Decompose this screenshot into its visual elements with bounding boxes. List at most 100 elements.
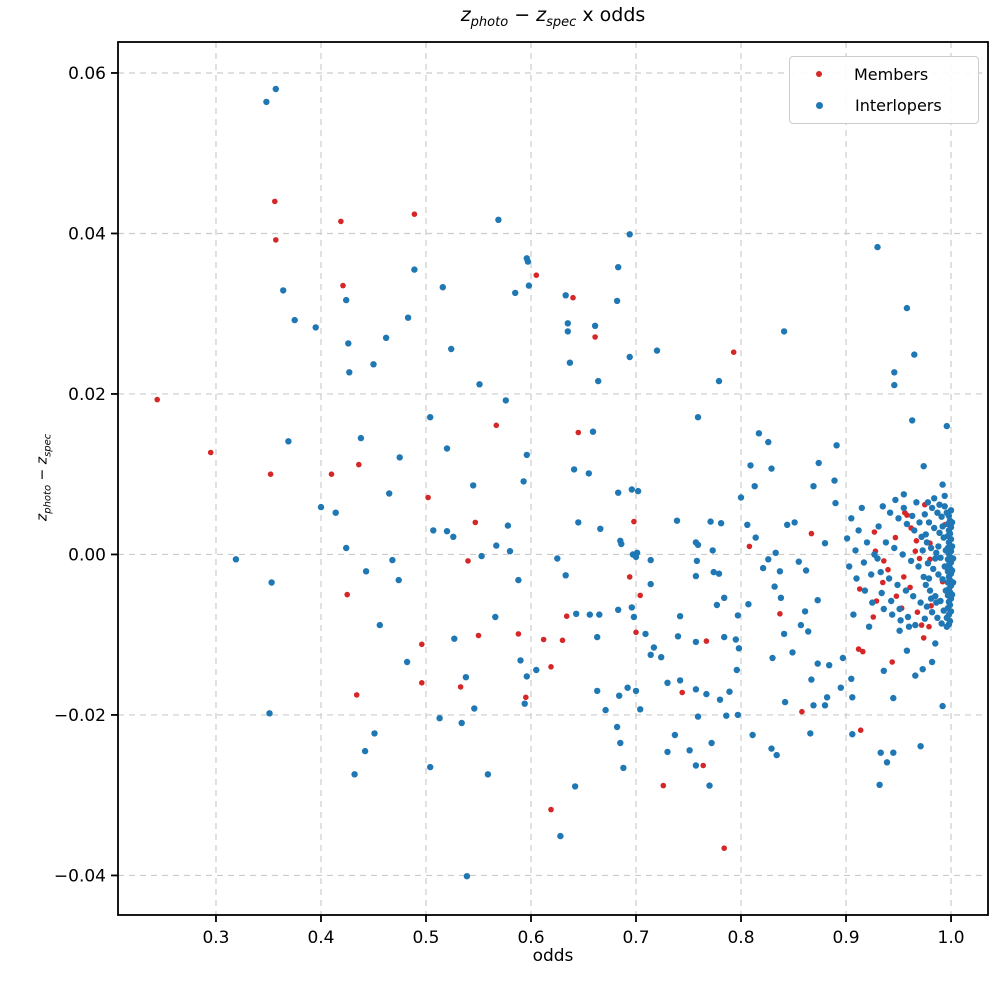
data-point-interlopers — [909, 512, 916, 520]
data-point-interlopers — [478, 552, 485, 560]
data-point-interlopers — [721, 594, 728, 601]
data-point-interlopers — [931, 495, 938, 502]
data-point-interlopers — [937, 554, 944, 561]
data-point-interlopers — [564, 328, 571, 335]
data-point-interlopers — [717, 520, 725, 527]
data-point-members — [340, 282, 346, 289]
x-axis-label: odds — [532, 946, 574, 966]
data-point-interlopers — [586, 611, 593, 618]
data-point-interlopers — [920, 463, 927, 470]
data-point-interlopers — [628, 486, 635, 493]
data-point-interlopers — [484, 771, 492, 778]
data-point-members — [563, 613, 570, 619]
data-point-interlopers — [361, 747, 369, 755]
data-point-interlopers — [443, 528, 451, 535]
data-point-interlopers — [721, 633, 728, 641]
data-point-interlopers — [476, 381, 483, 388]
data-point-interlopers — [594, 687, 601, 695]
data-point-interlopers — [630, 613, 638, 621]
data-point-interlopers — [941, 563, 948, 570]
data-point-interlopers — [839, 654, 847, 662]
data-point-interlopers — [642, 630, 649, 638]
data-point-interlopers — [765, 556, 772, 563]
data-point-interlopers — [768, 465, 775, 472]
data-point-interlopers — [708, 739, 715, 747]
data-point-interlopers — [571, 783, 579, 790]
data-point-interlopers — [832, 499, 839, 507]
data-point-interlopers — [616, 692, 623, 699]
data-point-interlopers — [797, 621, 805, 629]
data-point-interlopers — [880, 667, 887, 674]
title-suffix: x odds — [576, 4, 646, 26]
data-point-interlopers — [801, 608, 809, 615]
data-point-interlopers — [755, 430, 763, 437]
data-point-members — [419, 680, 425, 686]
data-point-members — [871, 529, 878, 535]
data-point-interlopers — [915, 563, 922, 570]
data-point-interlopers — [947, 507, 955, 514]
x-tick-label: 1.0 — [938, 928, 965, 948]
data-point-members — [918, 622, 925, 628]
data-point-interlopers — [427, 414, 434, 421]
data-point-members — [857, 727, 864, 733]
data-point-members — [493, 422, 500, 429]
data-point-interlopers — [913, 499, 920, 506]
data-point-interlopers — [882, 539, 890, 546]
data-point-interlopers — [771, 583, 778, 590]
x-tick-label: 0.9 — [833, 928, 860, 948]
data-point-interlopers — [615, 264, 622, 271]
data-point-members — [411, 211, 418, 217]
data-point-interlopers — [285, 438, 292, 445]
data-point-interlopers — [658, 654, 665, 661]
data-point-members — [799, 708, 805, 715]
data-point-interlopers — [732, 636, 739, 643]
title-sub-photo: photo — [470, 14, 509, 30]
data-point-interlopers — [931, 524, 938, 532]
data-point-interlopers — [232, 556, 240, 563]
data-point-interlopers — [899, 551, 906, 558]
data-point-interlopers — [734, 711, 742, 719]
data-point-interlopers — [895, 515, 902, 522]
data-point-members — [907, 584, 913, 591]
data-point-interlopers — [591, 322, 599, 329]
data-point-interlopers — [846, 563, 853, 570]
data-point-interlopers — [715, 570, 723, 577]
data-point-interlopers — [596, 611, 603, 618]
data-point-members — [533, 272, 540, 279]
data-point-interlopers — [941, 503, 948, 510]
data-point-interlopers — [916, 519, 923, 526]
data-point-interlopers — [894, 581, 901, 589]
data-point-interlopers — [837, 684, 844, 691]
data-point-members — [272, 198, 278, 205]
data-point-interlopers — [716, 696, 724, 703]
data-point-interlopers — [471, 705, 478, 712]
legend-label-interlopers: Interlopers — [855, 96, 942, 116]
data-point-interlopers — [562, 572, 569, 579]
data-point-interlopers — [735, 645, 743, 652]
data-point-interlopers — [927, 595, 935, 602]
data-point-members — [893, 593, 900, 599]
title-sub-spec: spec — [546, 14, 577, 30]
data-point-members — [338, 218, 344, 225]
data-point-interlopers — [759, 564, 767, 572]
data-point-interlopers — [554, 555, 561, 562]
data-point-members — [328, 471, 335, 478]
data-point-interlopers — [924, 560, 932, 567]
data-point-interlopers — [404, 314, 412, 321]
data-point-interlopers — [618, 540, 625, 548]
data-point-interlopers — [512, 289, 519, 297]
data-point-interlopers — [524, 258, 532, 265]
data-point-interlopers — [940, 607, 947, 614]
data-point-interlopers — [343, 544, 350, 552]
data-point-interlopers — [585, 470, 592, 477]
y-tick-label: 0.06 — [68, 64, 106, 84]
title-var-zphoto: z — [460, 4, 471, 26]
data-point-interlopers — [570, 466, 578, 473]
y-tick-label: 0.02 — [68, 385, 106, 405]
data-point-interlopers — [912, 621, 919, 629]
data-point-interlopers — [647, 651, 654, 658]
data-point-members — [679, 689, 685, 696]
data-point-interlopers — [575, 519, 582, 526]
data-point-interlopers — [726, 688, 733, 695]
data-point-members — [425, 494, 431, 501]
